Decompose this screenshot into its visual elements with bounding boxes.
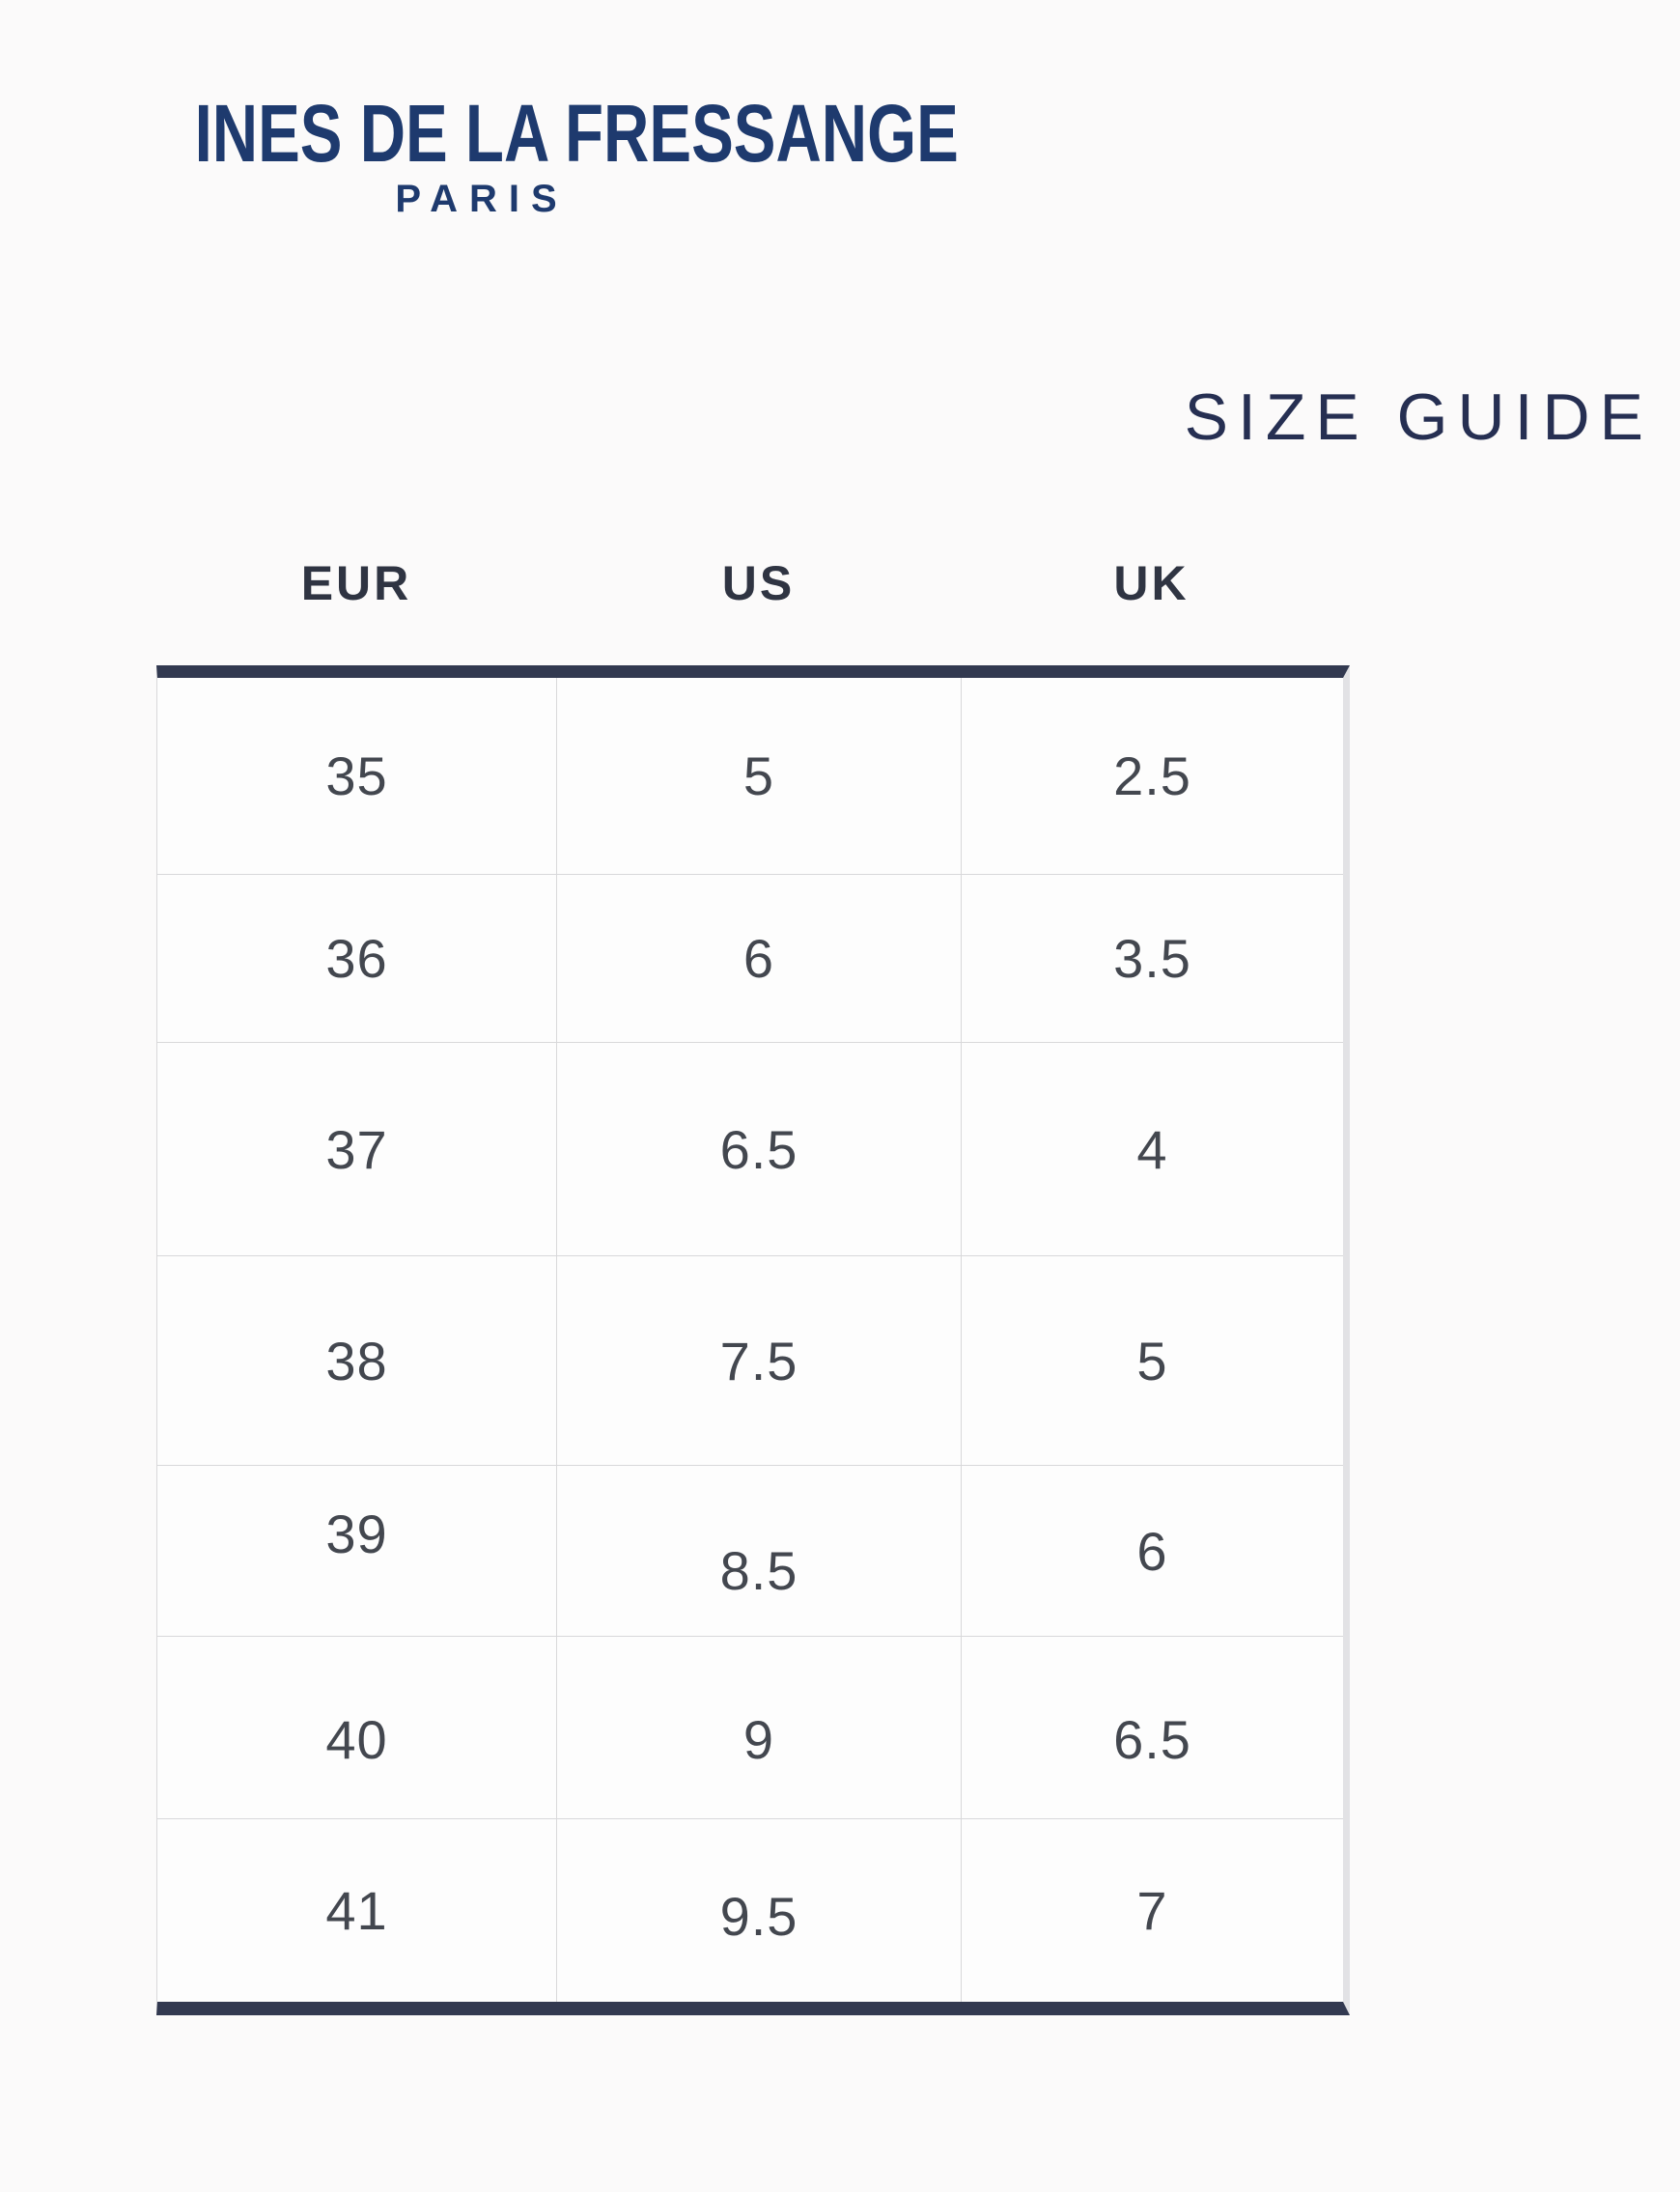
- size-value: 38: [325, 1330, 388, 1391]
- brand-logo: INES DE LA FRESSANGE PARIS: [87, 93, 959, 220]
- size-value: 40: [325, 1708, 388, 1770]
- table-cell-uk: 6.5: [962, 1637, 1343, 1818]
- table-cell-us: 8.5: [557, 1466, 962, 1636]
- table-cell-eur: 35: [157, 678, 557, 874]
- size-value: 9.5: [719, 1886, 798, 1947]
- size-value: 37: [325, 1118, 388, 1180]
- size-value: 7.5: [719, 1330, 798, 1391]
- table-cell-us: 9: [557, 1637, 962, 1818]
- size-value: 41: [325, 1880, 388, 1941]
- table-row: 38 7.5 5: [157, 1256, 1343, 1466]
- brand-city: PARIS: [395, 178, 569, 220]
- table-cell-us: 7.5: [557, 1256, 962, 1465]
- table-cell-us: 9.5: [557, 1819, 962, 2002]
- table-cell-uk: 4: [962, 1043, 1343, 1255]
- size-table-header-row: EUR US UK: [156, 554, 1342, 612]
- size-value: 5: [742, 745, 775, 806]
- table-row: 36 6 3.5: [157, 875, 1343, 1043]
- size-value: 9: [742, 1708, 775, 1770]
- table-cell-uk: 3.5: [962, 875, 1343, 1042]
- size-value: 2.5: [1113, 745, 1191, 806]
- column-header-uk: UK: [1113, 556, 1190, 610]
- size-value: 7: [1136, 1880, 1168, 1941]
- size-value: 6: [1136, 1520, 1168, 1582]
- table-row: 41 9.5 7: [157, 1819, 1343, 2002]
- table-cell-eur: 39: [157, 1466, 557, 1636]
- size-table: 35 5 2.5 36 6 3.5 37 6.5 4 38 7.5 5 39 8…: [156, 665, 1350, 2015]
- size-value: 36: [325, 928, 388, 989]
- size-value: 5: [1136, 1330, 1168, 1391]
- table-cell-us: 6.5: [557, 1043, 962, 1255]
- size-value: 6.5: [1113, 1708, 1191, 1770]
- size-value: 8.5: [719, 1539, 798, 1601]
- table-cell-us: 5: [557, 678, 962, 874]
- column-header-eur: EUR: [300, 556, 412, 610]
- table-row: 39 8.5 6: [157, 1466, 1343, 1637]
- table-cell-eur: 36: [157, 875, 557, 1042]
- size-value: 4: [1136, 1118, 1168, 1180]
- table-cell-eur: 41: [157, 1819, 557, 2002]
- size-value: 39: [325, 1503, 388, 1564]
- brand-name: INES DE LA FRESSANGE: [194, 88, 959, 179]
- size-value: 35: [325, 745, 388, 806]
- size-value: 3.5: [1113, 928, 1191, 989]
- table-row: 40 9 6.5: [157, 1637, 1343, 1819]
- size-value: 6: [742, 928, 775, 989]
- table-cell-uk: 7: [962, 1819, 1343, 2002]
- table-cell-eur: 37: [157, 1043, 557, 1255]
- table-cell-eur: 38: [157, 1256, 557, 1465]
- table-cell-uk: 6: [962, 1466, 1343, 1636]
- page-title: SIZE GUIDE: [1184, 380, 1653, 454]
- table-row: 35 5 2.5: [157, 678, 1343, 875]
- table-cell-uk: 2.5: [962, 678, 1343, 874]
- table-cell-eur: 40: [157, 1637, 557, 1818]
- size-value: 6.5: [719, 1118, 798, 1180]
- table-row: 37 6.5 4: [157, 1043, 1343, 1256]
- column-header-us: US: [721, 556, 796, 610]
- table-cell-uk: 5: [962, 1256, 1343, 1465]
- table-cell-us: 6: [557, 875, 962, 1042]
